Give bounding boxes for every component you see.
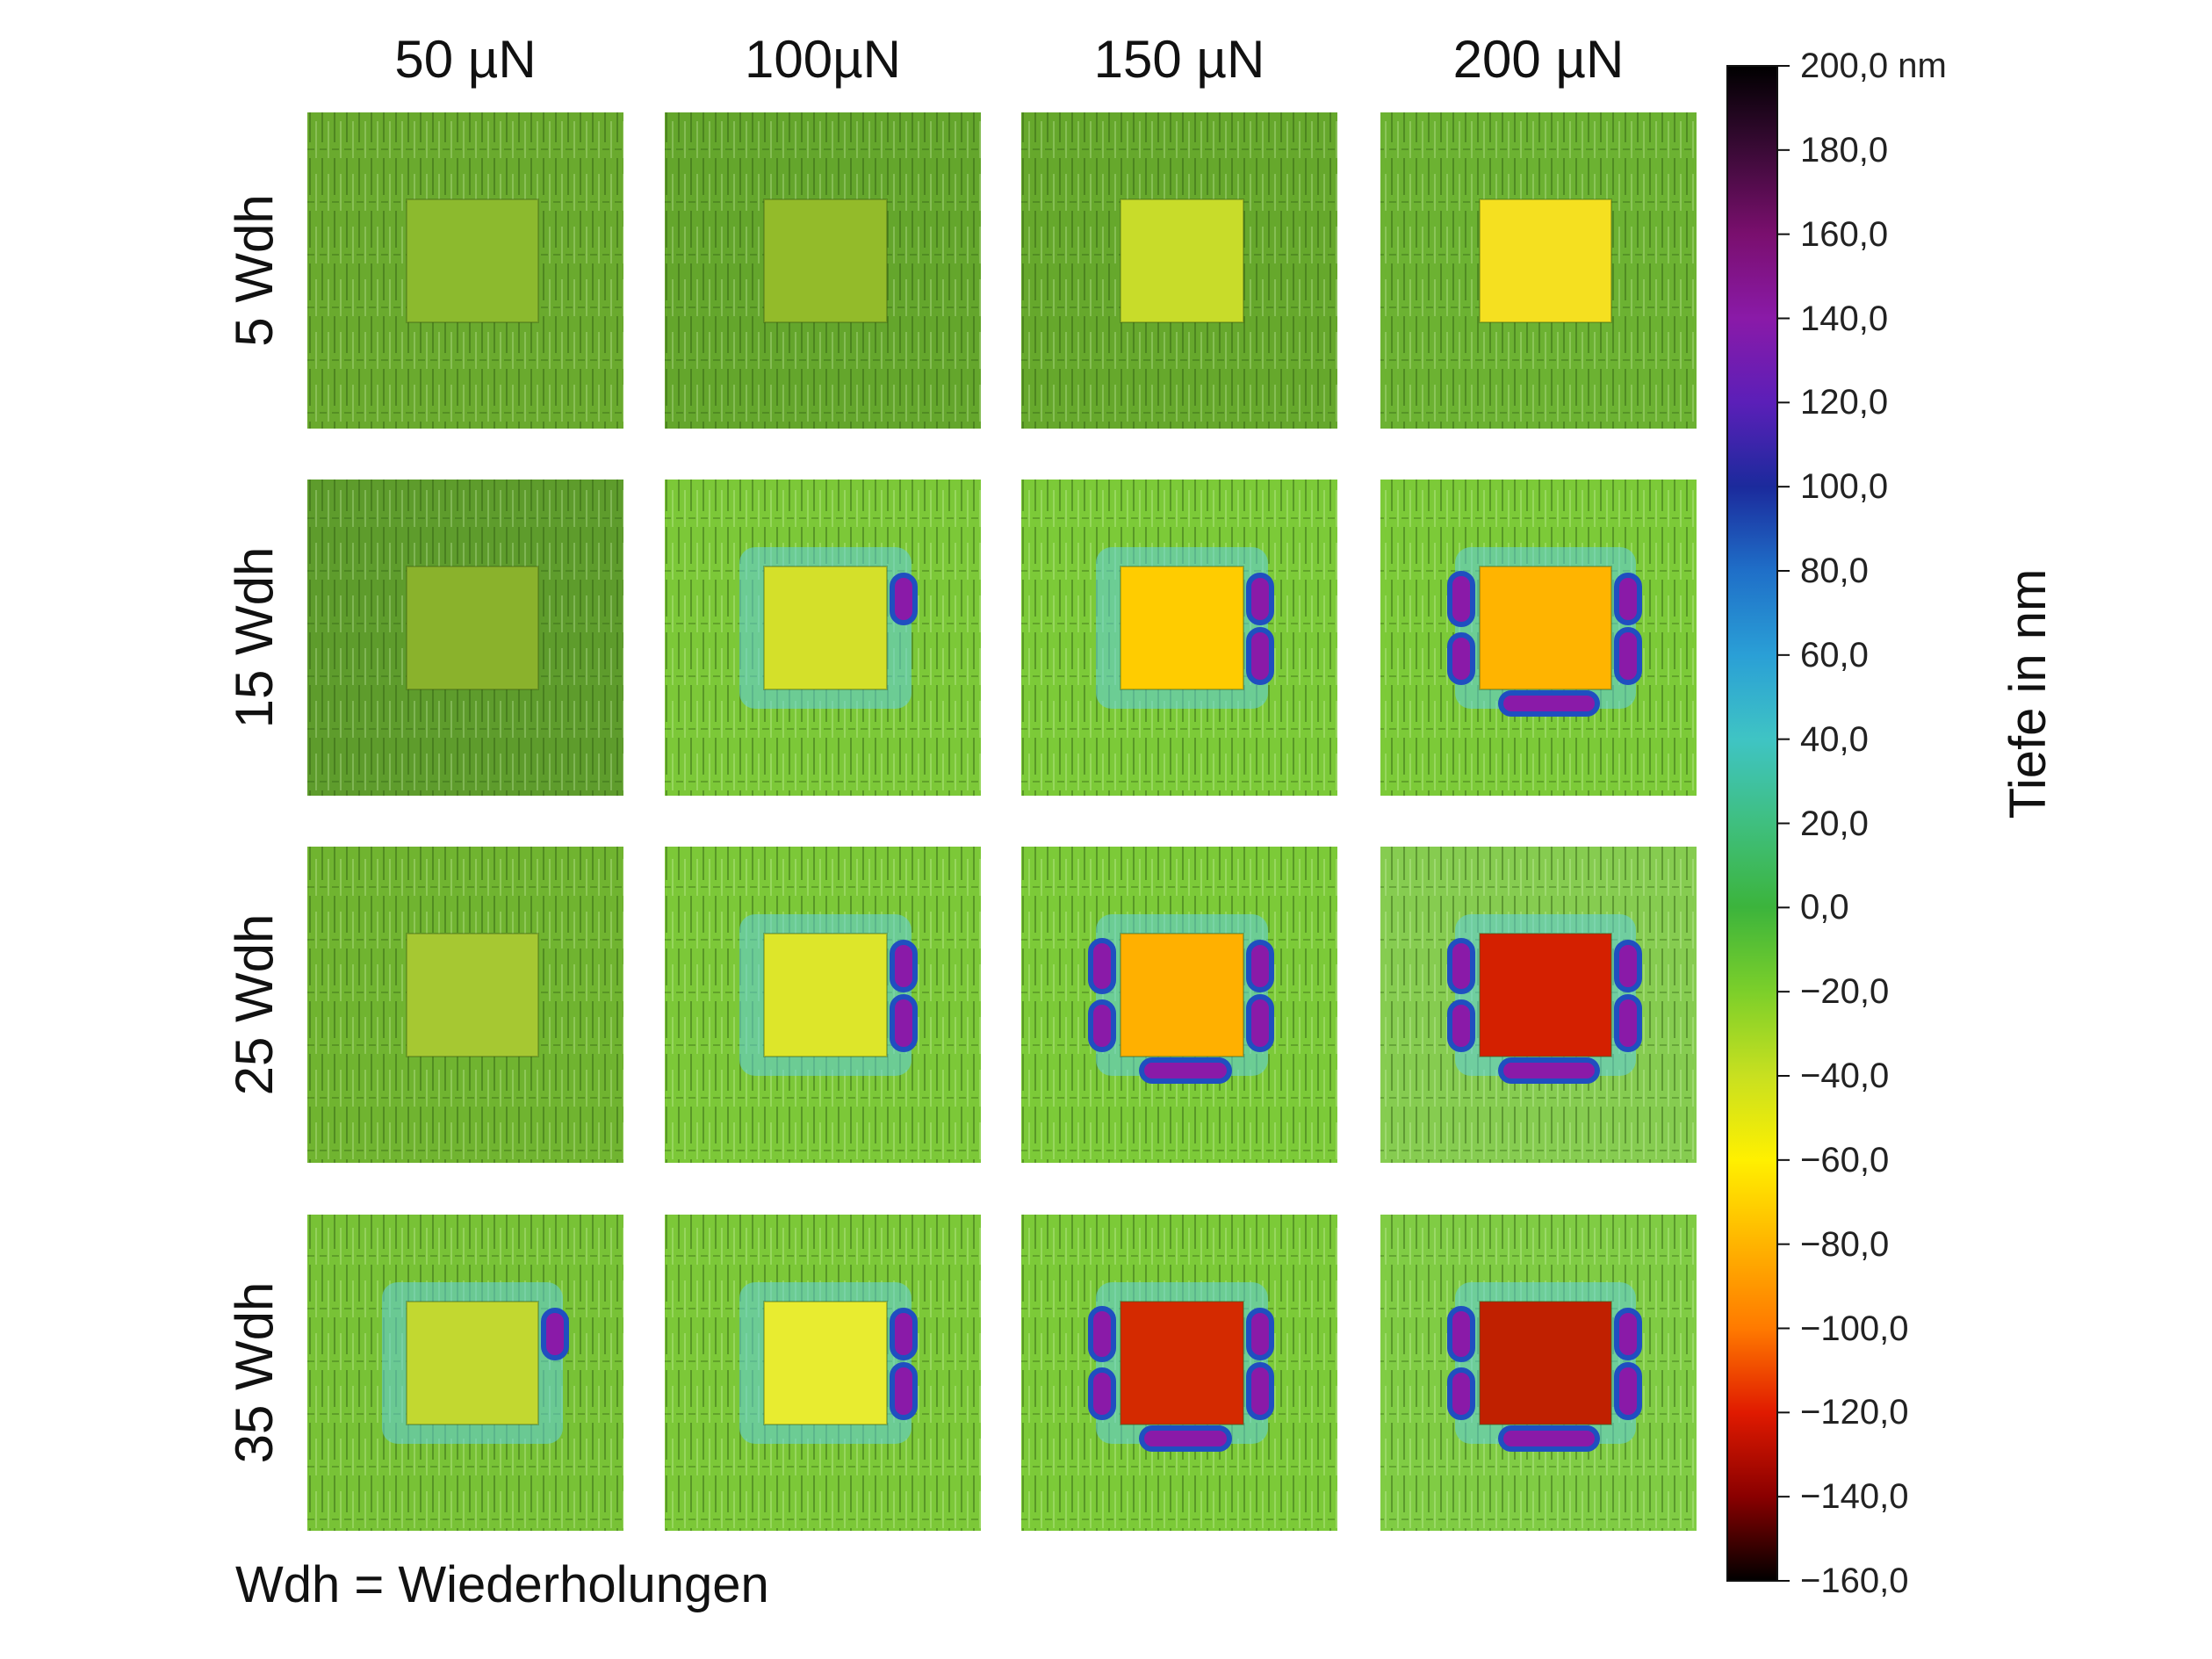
indent-square bbox=[1120, 198, 1244, 323]
pileup-pit bbox=[1614, 940, 1642, 992]
pileup-pit bbox=[1614, 1362, 1642, 1420]
row-label: 15 Wdh bbox=[225, 546, 284, 729]
row-label: 35 Wdh bbox=[225, 1281, 284, 1464]
afm-cell-r1-c4 bbox=[1380, 112, 1697, 429]
pileup-pit bbox=[1614, 627, 1642, 685]
colorbar-tick-label: 40,0 bbox=[1800, 719, 1869, 759]
afm-cell-r4-c1 bbox=[307, 1215, 623, 1531]
afm-cell-r1-c1 bbox=[307, 112, 623, 429]
row-label: 5 Wdh bbox=[225, 194, 284, 347]
indent-square bbox=[1479, 198, 1612, 323]
colorbar-tick-label: −140,0 bbox=[1800, 1477, 1909, 1517]
colorbar-tick-label: 180,0 bbox=[1800, 130, 1889, 170]
indent-square bbox=[406, 198, 539, 323]
pileup-pit bbox=[1447, 632, 1475, 685]
pileup-pit bbox=[1246, 573, 1274, 625]
colorbar-tick-label: 200,0 nm bbox=[1800, 47, 1947, 85]
indent-square bbox=[406, 933, 539, 1057]
pileup-pit bbox=[1088, 1306, 1116, 1362]
pileup-pit bbox=[1447, 938, 1475, 994]
row-label: 25 Wdh bbox=[225, 913, 284, 1096]
colorbar-gradient bbox=[1726, 65, 1778, 1582]
pileup-pit bbox=[1614, 573, 1642, 625]
colorbar-tick-label: 140,0 bbox=[1800, 299, 1889, 338]
afm-cell-r2-c1 bbox=[307, 480, 623, 796]
indent-square bbox=[1120, 933, 1244, 1057]
indent-square bbox=[1120, 1301, 1244, 1425]
afm-cell-r1-c2 bbox=[665, 112, 981, 429]
colorbar-tick-label: −160,0 bbox=[1800, 1562, 1909, 1600]
pileup-pit bbox=[1498, 1425, 1600, 1452]
colorbar-tick-label: 60,0 bbox=[1800, 635, 1869, 674]
pileup-pit bbox=[1498, 690, 1600, 717]
column-label: 50 µN bbox=[394, 30, 537, 89]
pileup-pit bbox=[1614, 1308, 1642, 1360]
colorbar-tick-label: 120,0 bbox=[1800, 383, 1889, 422]
pileup-pit bbox=[1447, 1367, 1475, 1420]
pileup-pit bbox=[1246, 994, 1274, 1052]
column-label: 200 µN bbox=[1452, 30, 1625, 89]
indent-square bbox=[1479, 566, 1612, 690]
indent-square bbox=[406, 1301, 539, 1425]
pileup-pit bbox=[1088, 938, 1116, 994]
colorbar-tick-label: 100,0 bbox=[1800, 467, 1889, 507]
pileup-pit bbox=[1498, 1057, 1600, 1084]
pileup-pit bbox=[1447, 999, 1475, 1052]
colorbar-tick-label: −60,0 bbox=[1800, 1140, 1890, 1179]
indent-square bbox=[763, 933, 888, 1057]
afm-cell-r3-c3 bbox=[1021, 847, 1337, 1163]
pileup-pit bbox=[890, 940, 918, 992]
afm-cell-r4-c2 bbox=[665, 1215, 981, 1531]
pileup-pit bbox=[1614, 994, 1642, 1052]
afm-cell-r1-c3 bbox=[1021, 112, 1337, 429]
colorbar-tick-label: −100,0 bbox=[1800, 1309, 1909, 1348]
indent-square bbox=[763, 198, 888, 323]
afm-cell-r3-c1 bbox=[307, 847, 623, 1163]
column-label: 100µN bbox=[744, 30, 901, 89]
colorbar-tick-label: 160,0 bbox=[1800, 214, 1889, 254]
footnote: Wdh = Wiederholungen bbox=[235, 1556, 769, 1613]
colorbar-title: Tiefe in nm bbox=[1999, 568, 2057, 819]
afm-cell-r2-c3 bbox=[1021, 480, 1337, 796]
pileup-pit bbox=[890, 573, 918, 625]
pileup-pit bbox=[1246, 1362, 1274, 1420]
indent-square bbox=[1120, 566, 1244, 690]
indent-square bbox=[1479, 933, 1612, 1057]
colorbar-tick-label: 80,0 bbox=[1800, 552, 1869, 590]
indent-square bbox=[1479, 1301, 1612, 1425]
pileup-pit bbox=[1088, 999, 1116, 1052]
pileup-pit bbox=[890, 1308, 918, 1360]
colorbar-tick-label: −40,0 bbox=[1800, 1057, 1890, 1095]
colorbar-tick-label: 0,0 bbox=[1800, 888, 1849, 927]
afm-cell-r3-c2 bbox=[665, 847, 981, 1163]
colorbar-tick-label: 20,0 bbox=[1800, 804, 1869, 843]
afm-cell-r4-c3 bbox=[1021, 1215, 1337, 1531]
colorbar-tick-label: −120,0 bbox=[1800, 1393, 1909, 1432]
pileup-pit bbox=[1139, 1425, 1232, 1452]
afm-cell-r2-c4 bbox=[1380, 480, 1697, 796]
pileup-pit bbox=[890, 994, 918, 1052]
afm-cell-r2-c2 bbox=[665, 480, 981, 796]
pileup-pit bbox=[1139, 1057, 1232, 1084]
colorbar-tick-label: −80,0 bbox=[1800, 1224, 1890, 1264]
column-label: 150 µN bbox=[1093, 30, 1265, 89]
afm-cell-r3-c4 bbox=[1380, 847, 1697, 1163]
indent-square bbox=[763, 566, 888, 690]
pileup-pit bbox=[1447, 1306, 1475, 1362]
pileup-pit bbox=[890, 1362, 918, 1420]
pileup-pit bbox=[1246, 940, 1274, 992]
colorbar-tick-label: −20,0 bbox=[1800, 972, 1890, 1012]
afm-cell-r4-c4 bbox=[1380, 1215, 1697, 1531]
indent-square bbox=[763, 1301, 888, 1425]
colorbar bbox=[1726, 65, 1790, 1582]
pileup-pit bbox=[1246, 1308, 1274, 1360]
pileup-pit bbox=[541, 1308, 569, 1360]
pileup-pit bbox=[1088, 1367, 1116, 1420]
pileup-pit bbox=[1447, 571, 1475, 627]
pileup-pit bbox=[1246, 627, 1274, 685]
indent-square bbox=[406, 566, 539, 690]
